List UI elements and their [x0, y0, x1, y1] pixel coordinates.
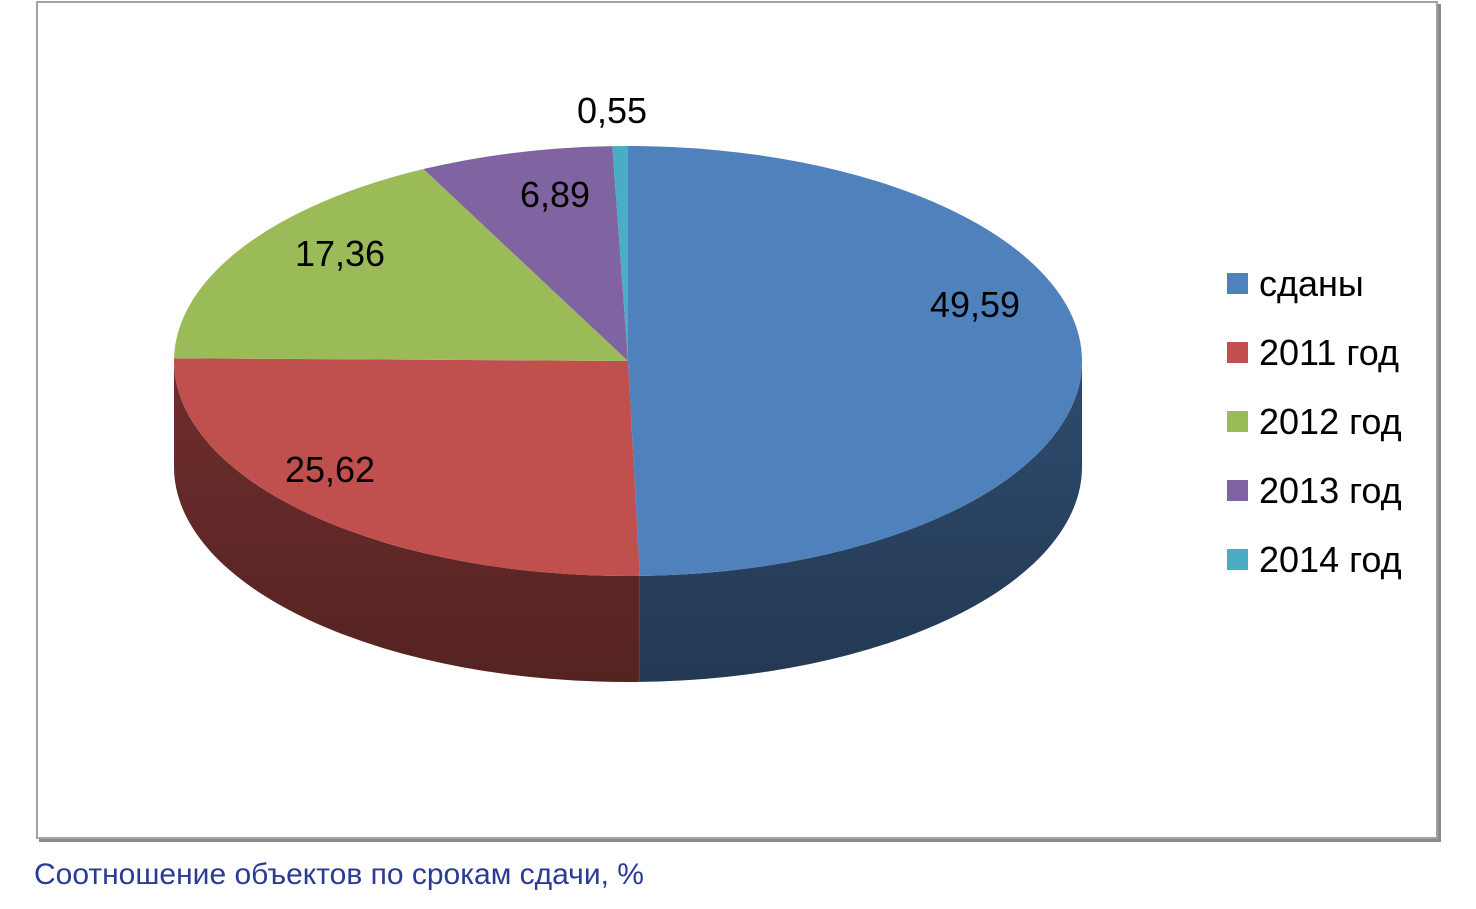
legend-label: 2011 год	[1259, 331, 1399, 373]
legend-swatch	[1227, 480, 1248, 501]
legend: сданы 2011 год 2012 год 2013 год 2014 год	[1227, 249, 1402, 594]
legend-item: 2011 год	[1227, 318, 1402, 387]
legend-item: 2012 год	[1227, 387, 1402, 456]
legend-item: 2013 год	[1227, 456, 1402, 525]
pie-slice-1	[174, 358, 640, 577]
pie-slice-4	[612, 146, 628, 361]
slice-value-label: 17,36	[295, 233, 385, 274]
legend-label: 2012 год	[1259, 400, 1402, 442]
pie-slice-side-0	[639, 361, 1082, 682]
pie-slice-0	[628, 146, 1083, 576]
slice-value-label: 0,55	[577, 90, 647, 131]
legend-swatch	[1227, 549, 1248, 570]
slice-value-label: 25,62	[285, 449, 375, 490]
legend-item: сданы	[1227, 249, 1402, 318]
legend-swatch	[1227, 411, 1248, 432]
legend-item: 2014 год	[1227, 525, 1402, 594]
pie-slice-2	[174, 169, 628, 361]
pie-chart-3d: 49,59 25,62 17,36 6,89 0,55	[174, 90, 1083, 682]
chart-frame: 49,59 25,62 17,36 6,89 0,55 сданы 2011 год 201…	[36, 1, 1438, 839]
pie-slice-side-1	[174, 361, 640, 682]
legend-swatch	[1227, 342, 1248, 363]
legend-swatch	[1227, 273, 1248, 294]
chart-caption: Соотношение объектов по срокам сдачи, %	[34, 858, 644, 891]
legend-label: 2013 год	[1259, 469, 1402, 511]
pie-slice-3	[423, 146, 628, 361]
slice-value-label: 49,59	[930, 284, 1020, 325]
legend-label: сданы	[1259, 262, 1364, 304]
slice-value-label: 6,89	[520, 174, 590, 215]
legend-label: 2014 год	[1259, 538, 1402, 580]
